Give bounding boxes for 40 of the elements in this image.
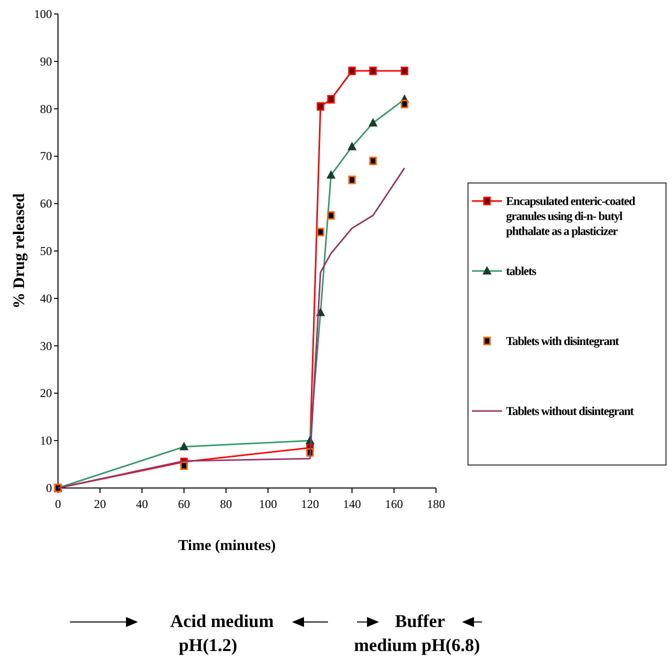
y-tick-label: 70 xyxy=(40,149,52,164)
y-tick-label: 0 xyxy=(46,481,52,495)
y-tick-label: 60 xyxy=(40,196,52,211)
y-axis-title: % Drug released xyxy=(11,193,28,309)
point xyxy=(327,95,335,104)
legend-label: tablets xyxy=(506,264,537,278)
legend-label: Tablets with disintegrant xyxy=(506,334,620,348)
x-tick-label: 140 xyxy=(343,497,361,511)
x-tick-label: 0 xyxy=(55,497,61,511)
point xyxy=(180,461,188,470)
point xyxy=(400,100,408,108)
legend-label: Tablets without disintegrant xyxy=(506,404,634,418)
point xyxy=(316,228,324,236)
x-axis-title: Time (minutes) xyxy=(178,538,276,554)
x-tick-label: 180 xyxy=(427,497,445,511)
point xyxy=(348,176,356,184)
x-tick-label: 120 xyxy=(301,497,319,511)
legend-label: Encapsulated enteric-coated granules using di-n- butyl phthalate as a plasticizer xyxy=(506,194,636,238)
x-tick-label: 80 xyxy=(220,497,232,511)
y-tick-label: 40 xyxy=(40,291,52,306)
y-tick-label: 100 xyxy=(34,7,52,21)
point xyxy=(327,211,335,220)
x-tick-label: 100 xyxy=(259,497,277,511)
y-tick-label: 30 xyxy=(40,338,52,353)
x-tick-label: 160 xyxy=(385,497,403,511)
x-tick-label: 60 xyxy=(178,497,190,511)
y-tick-label: 10 xyxy=(40,434,52,448)
x-tick-label: 20 xyxy=(94,497,106,511)
point xyxy=(369,156,377,166)
point xyxy=(400,66,408,76)
text: Acid medium pH(1.2) xyxy=(170,611,274,655)
y-tick-label: 90 xyxy=(40,54,52,68)
point xyxy=(348,66,356,76)
x-tick-label: 40 xyxy=(136,497,148,511)
y-tick-label: 80 xyxy=(40,102,52,116)
point xyxy=(316,102,324,111)
y-tick-label: 20 xyxy=(40,386,52,400)
point xyxy=(369,66,377,76)
y-tick-label: 50 xyxy=(40,244,52,258)
text: Buffer medium pH(6.8) xyxy=(354,611,480,655)
